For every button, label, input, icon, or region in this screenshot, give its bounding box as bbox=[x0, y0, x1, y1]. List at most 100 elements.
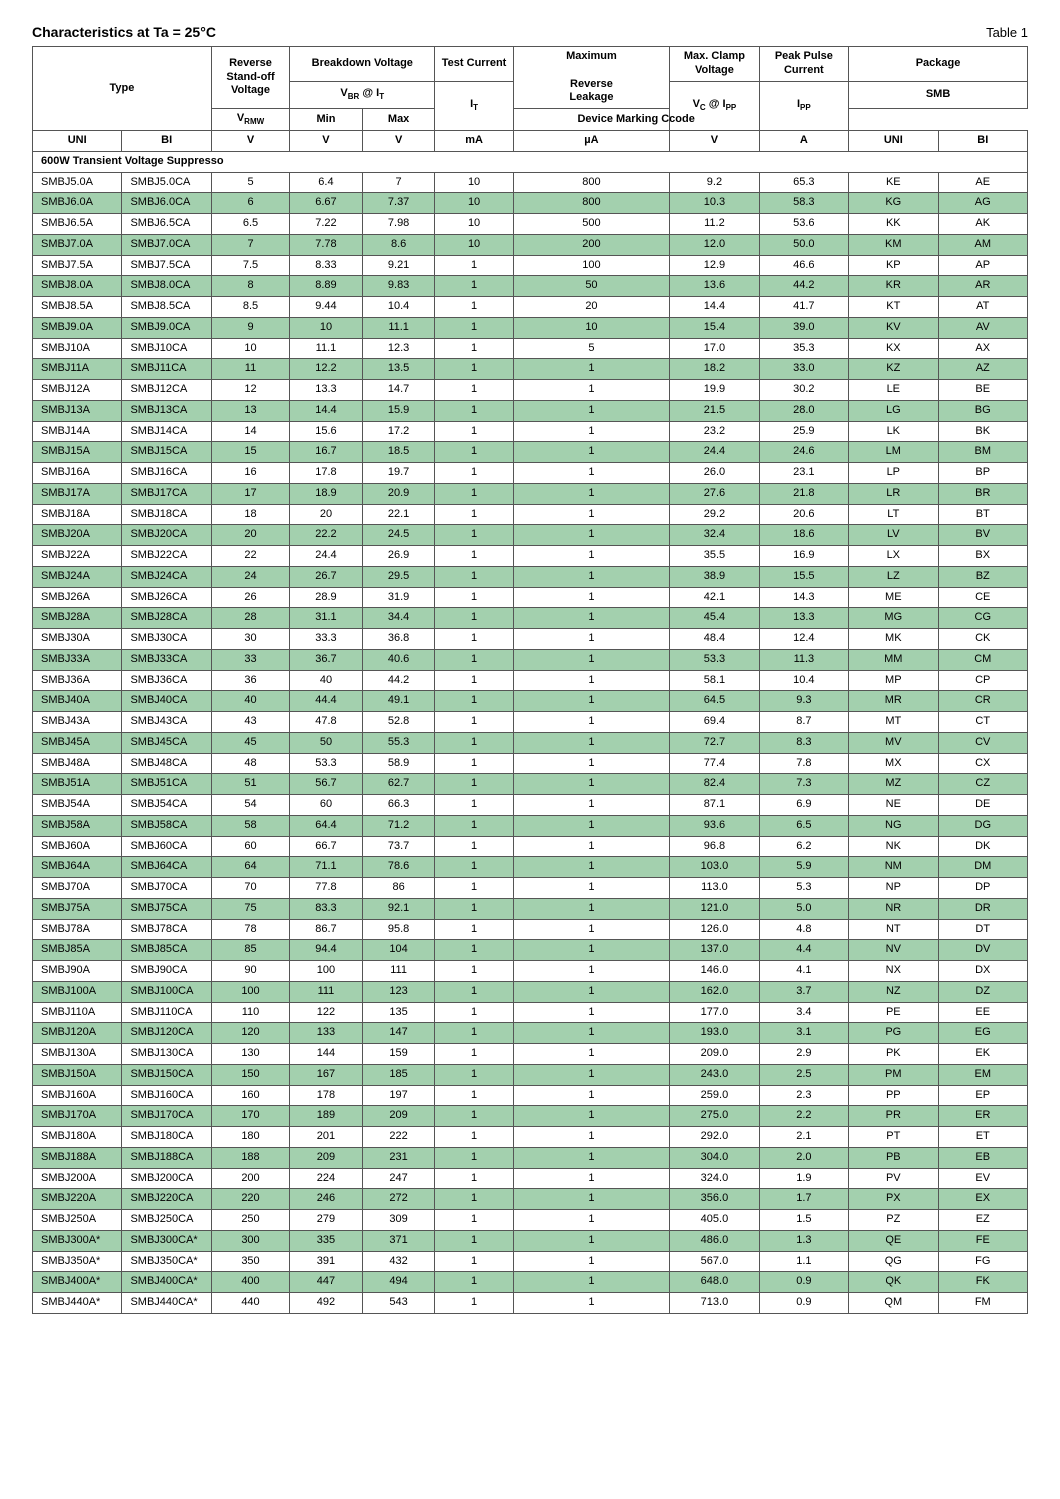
cell-leak: 1 bbox=[513, 649, 670, 670]
cell-max: 49.1 bbox=[362, 691, 435, 712]
cell-max: 8.6 bbox=[362, 234, 435, 255]
cell-mbi: CM bbox=[938, 649, 1027, 670]
cell-leak: 1 bbox=[513, 691, 670, 712]
cell-max: 52.8 bbox=[362, 712, 435, 733]
table-row: SMBJ120ASMBJ120CA12013314711193.03.1PGEG bbox=[33, 1023, 1028, 1044]
cell-bi: SMBJ54CA bbox=[122, 795, 211, 816]
cell-leak: 1 bbox=[513, 1210, 670, 1231]
table-row: SMBJ18ASMBJ18CA182022.11129.220.6LTBT bbox=[33, 504, 1028, 525]
cell-it: 1 bbox=[435, 546, 513, 567]
cell-vrmw: 20 bbox=[211, 525, 289, 546]
cell-vrmw: 15 bbox=[211, 442, 289, 463]
table-row: SMBJ51ASMBJ51CA5156.762.71182.47.3MZCZ bbox=[33, 774, 1028, 795]
cell-vrmw: 8.5 bbox=[211, 297, 289, 318]
cell-bi: SMBJ400CA* bbox=[122, 1272, 211, 1293]
table-row: SMBJ54ASMBJ54CA546066.31187.16.9NEDE bbox=[33, 795, 1028, 816]
cell-muni: KE bbox=[849, 172, 938, 193]
cell-leak: 1 bbox=[513, 483, 670, 504]
cell-bi: SMBJ48CA bbox=[122, 753, 211, 774]
cell-leak: 200 bbox=[513, 234, 670, 255]
cell-uni: SMBJ5.0A bbox=[33, 172, 122, 193]
cell-vc: 64.5 bbox=[670, 691, 759, 712]
cell-min: 201 bbox=[290, 1127, 363, 1148]
cell-it: 10 bbox=[435, 214, 513, 235]
cell-min: 86.7 bbox=[290, 919, 363, 940]
table-row: SMBJ78ASMBJ78CA7886.795.811126.04.8NTDT bbox=[33, 919, 1028, 940]
cell-ipp: 7.3 bbox=[759, 774, 848, 795]
table-row: SMBJ15ASMBJ15CA1516.718.51124.424.6LMBM bbox=[33, 442, 1028, 463]
cell-min: 71.1 bbox=[290, 857, 363, 878]
cell-mbi: EB bbox=[938, 1147, 1027, 1168]
cell-it: 1 bbox=[435, 940, 513, 961]
cell-muni: PV bbox=[849, 1168, 938, 1189]
cell-max: 55.3 bbox=[362, 732, 435, 753]
cell-leak: 1 bbox=[513, 898, 670, 919]
cell-vc: 24.4 bbox=[670, 442, 759, 463]
unit-leak: µA bbox=[513, 131, 670, 152]
cell-min: 209 bbox=[290, 1147, 363, 1168]
cell-max: 231 bbox=[362, 1147, 435, 1168]
cell-leak: 1 bbox=[513, 1127, 670, 1148]
cell-vrmw: 13 bbox=[211, 400, 289, 421]
cell-bi: SMBJ28CA bbox=[122, 608, 211, 629]
cell-min: 144 bbox=[290, 1044, 363, 1065]
cell-muni: NT bbox=[849, 919, 938, 940]
table-row: SMBJ8.0ASMBJ8.0CA88.899.8315013.644.2KRA… bbox=[33, 276, 1028, 297]
cell-min: 279 bbox=[290, 1210, 363, 1231]
cell-bi: SMBJ150CA bbox=[122, 1064, 211, 1085]
cell-leak: 1 bbox=[513, 1002, 670, 1023]
cell-leak: 1 bbox=[513, 546, 670, 567]
unit-min: V bbox=[290, 131, 363, 152]
unit-max: V bbox=[362, 131, 435, 152]
cell-min: 100 bbox=[290, 961, 363, 982]
cell-it: 1 bbox=[435, 815, 513, 836]
cell-max: 185 bbox=[362, 1064, 435, 1085]
cell-it: 1 bbox=[435, 255, 513, 276]
cell-vc: 77.4 bbox=[670, 753, 759, 774]
cell-it: 1 bbox=[435, 297, 513, 318]
hdr-smb: SMB bbox=[849, 81, 1028, 109]
cell-it: 1 bbox=[435, 1085, 513, 1106]
table-row: SMBJ250ASMBJ250CA25027930911405.01.5PZEZ bbox=[33, 1210, 1028, 1231]
cell-min: 40 bbox=[290, 670, 363, 691]
cell-leak: 1 bbox=[513, 1106, 670, 1127]
cell-bi: SMBJ188CA bbox=[122, 1147, 211, 1168]
cell-bi: SMBJ110CA bbox=[122, 1002, 211, 1023]
cell-max: 10.4 bbox=[362, 297, 435, 318]
cell-vrmw: 400 bbox=[211, 1272, 289, 1293]
cell-bi: SMBJ43CA bbox=[122, 712, 211, 733]
hdr-bi: BI bbox=[122, 131, 211, 152]
cell-bi: SMBJ200CA bbox=[122, 1168, 211, 1189]
cell-mbi: DR bbox=[938, 898, 1027, 919]
cell-uni: SMBJ22A bbox=[33, 546, 122, 567]
cell-it: 1 bbox=[435, 1293, 513, 1314]
cell-bi: SMBJ5.0CA bbox=[122, 172, 211, 193]
cell-bi: SMBJ300CA* bbox=[122, 1230, 211, 1251]
cell-it: 1 bbox=[435, 525, 513, 546]
cell-max: 14.7 bbox=[362, 380, 435, 401]
cell-muni: LK bbox=[849, 421, 938, 442]
cell-vrmw: 11 bbox=[211, 359, 289, 380]
cell-vc: 93.6 bbox=[670, 815, 759, 836]
table-row: SMBJ440A*SMBJ440CA*44049254311713.00.9QM… bbox=[33, 1293, 1028, 1314]
cell-it: 1 bbox=[435, 1168, 513, 1189]
cell-muni: KV bbox=[849, 317, 938, 338]
cell-mbi: AT bbox=[938, 297, 1027, 318]
cell-max: 62.7 bbox=[362, 774, 435, 795]
hdr-max-rev-leak: MaximumReverseLeakage bbox=[513, 47, 670, 109]
cell-it: 1 bbox=[435, 795, 513, 816]
cell-vrmw: 43 bbox=[211, 712, 289, 733]
cell-ipp: 14.3 bbox=[759, 587, 848, 608]
cell-max: 22.1 bbox=[362, 504, 435, 525]
cell-ipp: 1.1 bbox=[759, 1251, 848, 1272]
cell-bi: SMBJ64CA bbox=[122, 857, 211, 878]
cell-vc: 121.0 bbox=[670, 898, 759, 919]
cell-leak: 1 bbox=[513, 981, 670, 1002]
cell-ipp: 10.4 bbox=[759, 670, 848, 691]
cell-uni: SMBJ180A bbox=[33, 1127, 122, 1148]
cell-uni: SMBJ51A bbox=[33, 774, 122, 795]
cell-vc: 713.0 bbox=[670, 1293, 759, 1314]
cell-ipp: 21.8 bbox=[759, 483, 848, 504]
table-row: SMBJ14ASMBJ14CA1415.617.21123.225.9LKBK bbox=[33, 421, 1028, 442]
cell-min: 12.2 bbox=[290, 359, 363, 380]
